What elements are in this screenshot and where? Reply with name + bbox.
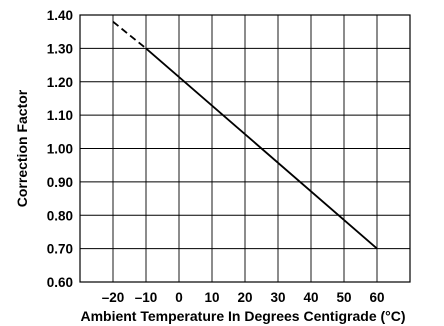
- y-tick-labels: 0.60 0.70 0.80 0.90 1.00 1.10 1.20 1.30 1.40: [47, 8, 73, 290]
- x-tick-label: –20: [102, 290, 125, 305]
- y-tick-label: 0.80: [47, 208, 73, 223]
- y-tick-label: 0.90: [47, 175, 73, 190]
- y-tick-label: 1.40: [47, 8, 73, 23]
- grid: [80, 14, 410, 283]
- x-axis-label: Ambient Temperature In Degrees Centigrad…: [80, 308, 405, 324]
- y-axis-label: Correction Factor: [14, 89, 30, 207]
- y-tick-label: 1.20: [47, 75, 73, 90]
- correction-factor-line: [145, 47, 378, 250]
- x-tick-label: 10: [204, 290, 219, 305]
- y-tick-label: 0.70: [47, 242, 73, 257]
- series-lines: [112, 21, 378, 250]
- x-tick-label: 20: [237, 290, 252, 305]
- plot-frame: [79, 14, 411, 283]
- x-tick-label: –10: [135, 290, 158, 305]
- x-tick-label: 30: [270, 290, 285, 305]
- x-tick-label: 0: [175, 290, 183, 305]
- y-tick-label: 0.60: [47, 275, 73, 290]
- y-tick-label: 1.30: [47, 41, 73, 56]
- x-tick-label: 50: [336, 290, 351, 305]
- y-tick-label: 1.00: [47, 142, 73, 157]
- x-tick-label: 60: [369, 290, 384, 305]
- dashed-extrapolation-line: [112, 21, 147, 50]
- x-tick-label: 40: [303, 290, 318, 305]
- x-tick-labels: –20 –10 0 10 20 30 40 50 60: [102, 290, 385, 305]
- y-tick-label: 1.10: [47, 108, 73, 123]
